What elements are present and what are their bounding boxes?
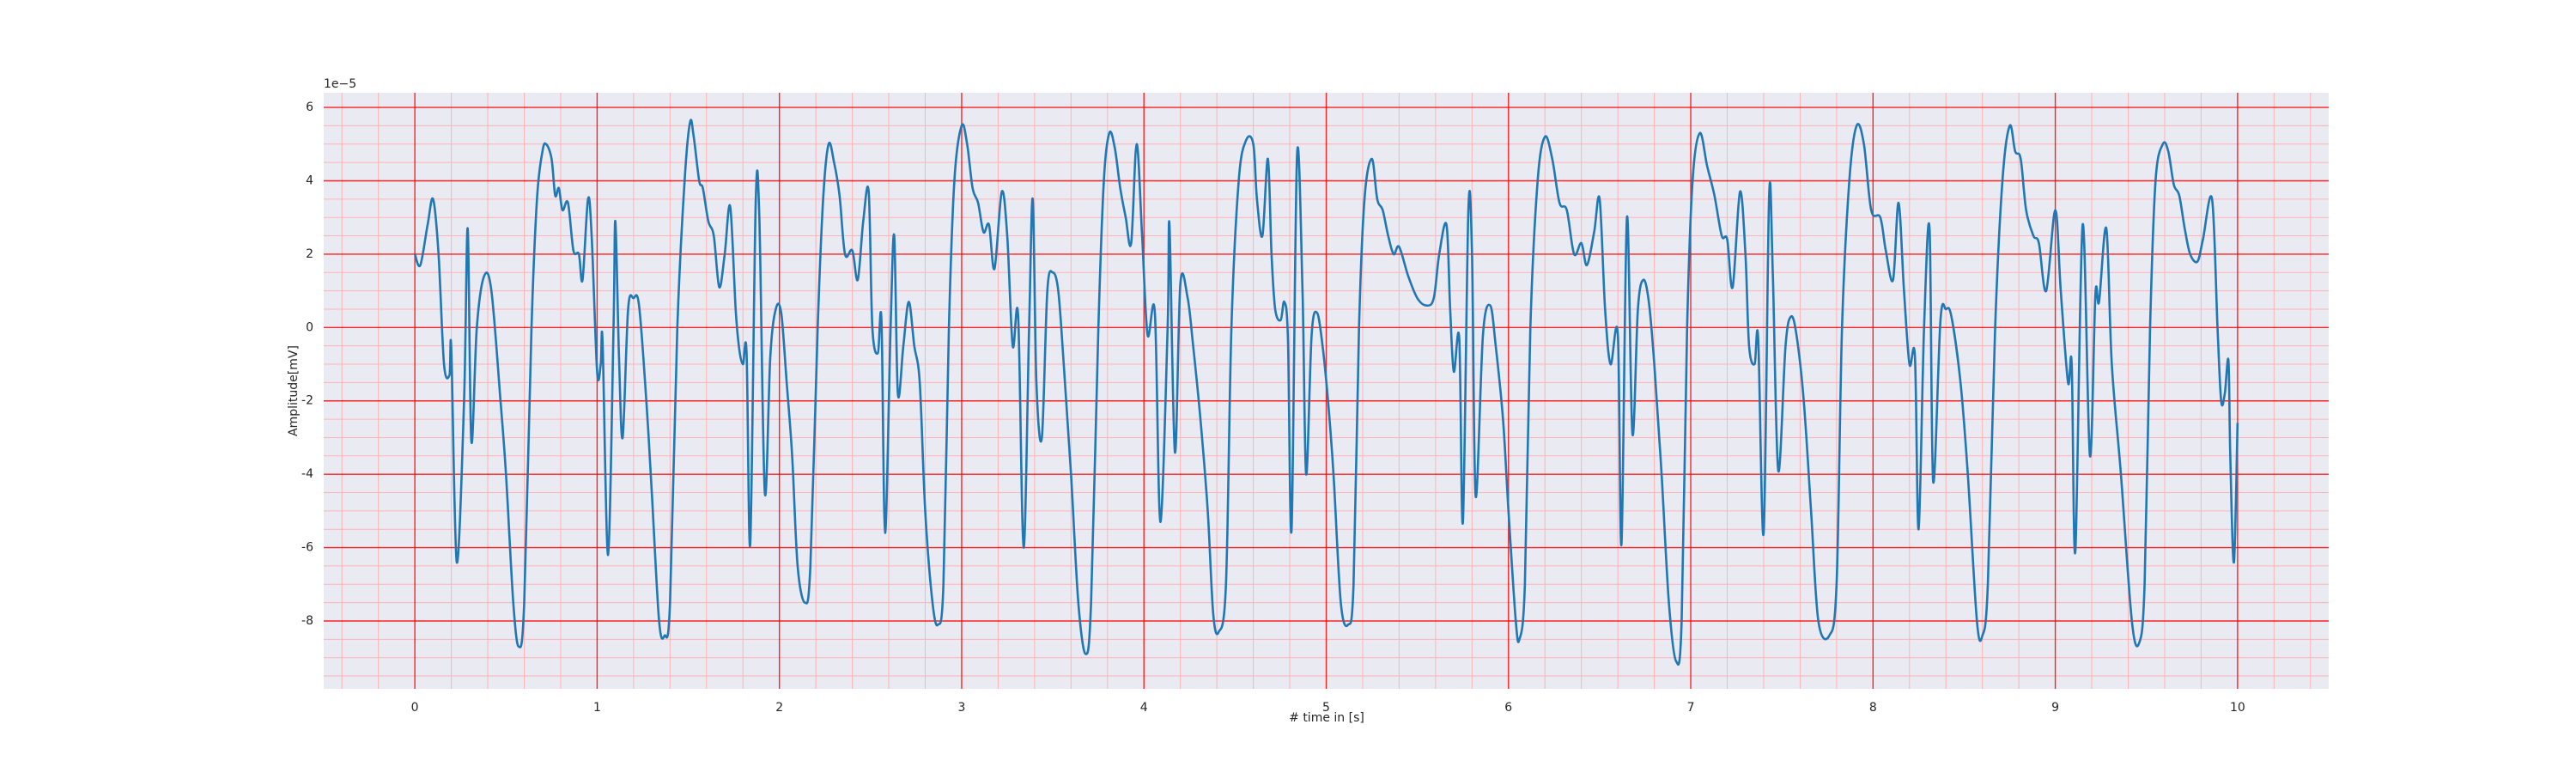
x-tick-label: 10	[2230, 701, 2245, 715]
x-tick-label: 0	[411, 701, 419, 715]
x-axis-label: # time in [s]	[1289, 711, 1364, 725]
x-tick-label: 8	[1869, 701, 1877, 715]
x-tick-label: 9	[2051, 701, 2059, 715]
y-tick-label: 6	[306, 100, 313, 114]
y-tick-label: 4	[306, 173, 313, 187]
y-tick-label: -4	[301, 467, 313, 481]
signal-line	[413, 119, 2239, 666]
x-tick-label: 6	[1504, 701, 1512, 715]
x-tick-label: 7	[1687, 701, 1695, 715]
y-axis-label: Amplitude[mV]	[287, 345, 301, 436]
x-tick-label: 1	[593, 701, 601, 715]
x-tick-label: 5	[1322, 701, 1330, 715]
y-tick-label: -2	[301, 394, 313, 408]
x-tick-label: 2	[775, 701, 783, 715]
plot-area	[324, 93, 2329, 689]
x-tick-label: 4	[1140, 701, 1148, 715]
y-tick-label: 2	[306, 247, 313, 261]
y-offset-label: 1e−5	[324, 77, 356, 91]
y-tick-label: -6	[301, 541, 313, 555]
y-tick-label: 0	[306, 320, 313, 334]
y-tick-label: -8	[301, 614, 313, 628]
x-tick-label: 3	[957, 701, 965, 715]
